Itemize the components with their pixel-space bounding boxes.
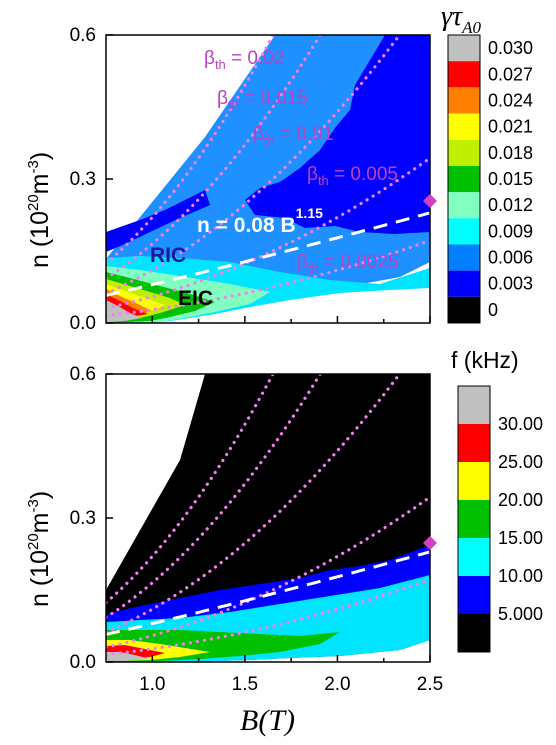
top-colorbar-label: 0 — [488, 300, 498, 320]
bottom-colorbar-swatch — [458, 462, 490, 500]
bottom-x-tick-label: 2.5 — [417, 674, 443, 695]
bottom-colorbar: 30.00 25.00 20.00 15.00 10.00 5.000 — [457, 385, 543, 653]
x-axis-label: B(T) — [240, 704, 295, 737]
top-colorbar-swatch — [448, 165, 480, 193]
top-y-tick-label: 0.6 — [70, 25, 96, 46]
top-annotations: βth = 0.02 βth = 0.015 βth = 0.01 βth = … — [150, 48, 399, 310]
top-colorbar-swatch — [448, 61, 480, 88]
top-beta-curve-0.0025 — [106, 238, 430, 318]
bottom-y-tick-label: 0.6 — [70, 364, 96, 385]
top-diamond-marker — [423, 194, 437, 208]
bottom-contour-map — [106, 374, 430, 662]
top-colorbar-swatch — [448, 113, 480, 140]
svg-text:n (1020m-3): n (1020m-3) — [25, 491, 54, 607]
top-colorbar-swatch — [448, 87, 480, 114]
bottom-y-axis-label: n (1020m-3) — [25, 491, 54, 607]
top-beta-curve-0.02 — [106, 35, 275, 266]
top-colorbar-frame — [447, 34, 481, 324]
top-colorbar-title: γτA0 — [441, 1, 481, 37]
eic-label: EIC — [178, 287, 213, 310]
bottom-beta-curve-0.0025 — [106, 577, 430, 657]
ric-label: RIC — [150, 244, 186, 267]
bottom-colorbar-swatch — [458, 538, 490, 576]
top-colorbar-swatch — [448, 35, 480, 62]
region-above-30khz — [106, 652, 150, 661]
top-contour-map — [106, 35, 430, 323]
top-colorbar-label: 0.018 — [488, 143, 533, 163]
bottom-colorbar-swatch — [458, 576, 490, 614]
top-colorbar-label: 0.009 — [488, 221, 533, 241]
bottom-colorbar-label: 30.00 — [498, 414, 543, 434]
region-0.006 — [106, 35, 430, 323]
beta-label-0.015: βth = 0.015 — [217, 88, 308, 112]
region-0.003 — [245, 35, 430, 234]
bottom-colorbar-swatch — [458, 614, 490, 652]
bottom-ticks: 0.0 0.3 0.6 1.0 1.5 2.0 2.5 — [70, 364, 444, 695]
beta-label-0.02: βth = 0.02 — [204, 48, 284, 72]
top-y-tick-label: 0.0 — [70, 313, 96, 334]
top-beta-curve-0.005 — [106, 156, 430, 310]
top-y-axis-label: n (1020m-3) — [25, 152, 54, 268]
top-colorbar-label: 0.015 — [488, 169, 533, 189]
bottom-colorbar-title: f (kHz) — [451, 347, 519, 373]
top-colorbar-label: 0.030 — [488, 38, 533, 58]
top-panel: 0.0 0.3 0.6 βth = 0.02 βth = 0.015 βth = 0… — [25, 1, 533, 334]
bottom-diamond-marker — [423, 536, 437, 550]
top-colorbar-swatch — [448, 296, 480, 323]
top-colorbar-label: 0.027 — [488, 64, 533, 84]
bottom-beta-curve-0.005 — [106, 495, 430, 649]
bottom-colorbar-label: 20.00 — [498, 490, 543, 510]
bottom-colorbar-swatch — [458, 424, 490, 462]
bottom-beta-curve-0.02 — [106, 374, 275, 605]
top-ticks: 0.0 0.3 0.6 — [70, 25, 431, 334]
scaling-law-label: n = 0.08 B1.15 — [197, 205, 323, 237]
bottom-scaling-law-curve — [106, 550, 430, 636]
bottom-y-tick-label: 0.0 — [70, 652, 96, 673]
top-overlay-curves — [106, 35, 430, 318]
bottom-colorbar-swatch — [458, 386, 490, 424]
top-colorbar-label: 0.003 — [488, 274, 533, 294]
bottom-colorbar-label: 10.00 — [498, 566, 543, 586]
top-colorbar-label: 0.012 — [488, 195, 533, 215]
top-scaling-law-curve — [106, 211, 430, 297]
bottom-colorbar-label: 5.000 — [498, 604, 543, 624]
top-colorbar-swatch — [448, 244, 480, 271]
beta-label-0.01: βth = 0.01 — [253, 124, 333, 148]
bottom-colorbar-label: 15.00 — [498, 528, 543, 548]
bottom-colorbar-label: 25.00 — [498, 452, 543, 472]
bottom-overlay-curves — [106, 374, 430, 657]
top-colorbar-label: 0.024 — [488, 90, 533, 110]
top-y-tick-label: 0.3 — [70, 169, 96, 190]
bottom-panel: 0.0 0.3 0.6 1.0 1.5 2.0 2.5 n (1020m-3) 30.00 2… — [25, 347, 543, 695]
svg-text:n (1020m-3): n (1020m-3) — [25, 152, 54, 268]
bottom-x-tick-label: 2.0 — [324, 674, 350, 695]
bottom-x-tick-label: 1.5 — [232, 674, 258, 695]
beta-label-0.0025: βth = 0.0025 — [297, 252, 399, 276]
top-colorbar: 0.030 0.027 0.024 0.021 0.018 0.015 0.012 0.009… — [447, 34, 533, 324]
bottom-colorbar-frame — [457, 385, 491, 653]
top-colorbar-swatch — [448, 139, 480, 166]
region-0.030 — [106, 300, 142, 322]
bottom-x-tick-label: 1.0 — [139, 674, 165, 695]
beta-label-0.005: βth = 0.005 — [307, 164, 398, 188]
top-colorbar-swatch — [448, 218, 480, 245]
top-colorbar-swatch — [448, 192, 480, 219]
region-0.003-left — [106, 190, 210, 252]
top-colorbar-label: 0.021 — [488, 117, 533, 137]
bottom-y-tick-label: 0.3 — [70, 508, 96, 529]
top-colorbar-label: 0.006 — [488, 248, 533, 268]
bottom-colorbar-swatch — [458, 500, 490, 538]
top-colorbar-swatch — [448, 270, 480, 297]
